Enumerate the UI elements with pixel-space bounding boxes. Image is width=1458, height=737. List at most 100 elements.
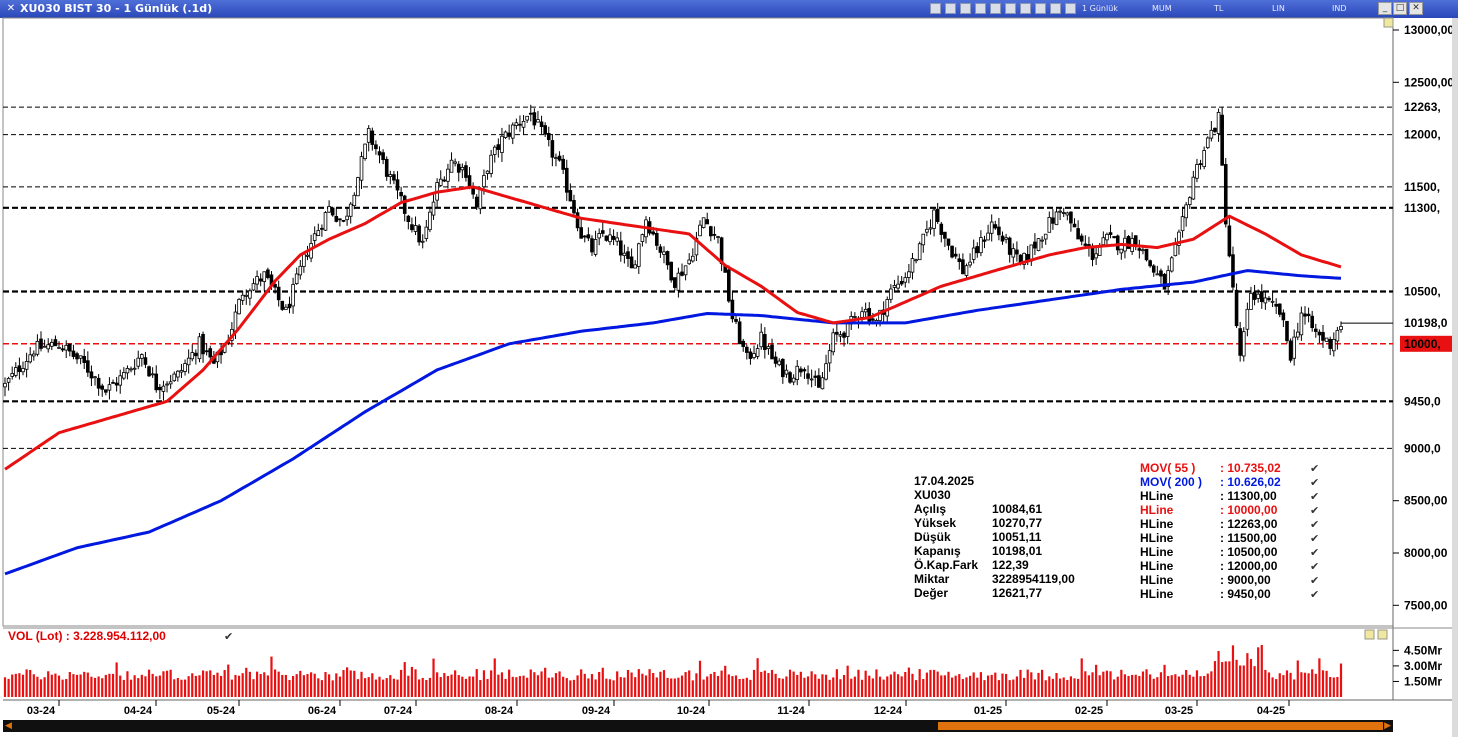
legend-check-icon[interactable]: ✔ bbox=[1310, 560, 1319, 573]
legend-check-icon[interactable]: ✔ bbox=[1310, 518, 1319, 531]
scroll-right-icon[interactable]: ▶ bbox=[1384, 721, 1391, 731]
volume-bar bbox=[1329, 676, 1332, 697]
volume-bar bbox=[576, 675, 579, 697]
volume-bar bbox=[724, 665, 727, 697]
volume-bar bbox=[1260, 644, 1263, 697]
toolbar-button[interactable] bbox=[1005, 3, 1016, 14]
toolbar-button[interactable] bbox=[1065, 3, 1076, 14]
candle-up bbox=[521, 121, 526, 128]
volume-bar bbox=[562, 676, 565, 697]
candle-up bbox=[352, 194, 357, 206]
volume-bar bbox=[594, 679, 597, 697]
candle-up bbox=[438, 178, 443, 186]
volume-bar bbox=[500, 672, 504, 697]
info-value: 10051,11 bbox=[992, 530, 1042, 544]
legend-check-icon[interactable]: ✔ bbox=[1310, 532, 1319, 545]
volume-bar bbox=[878, 676, 882, 697]
volume-bar bbox=[698, 660, 702, 697]
volume-bar bbox=[558, 671, 561, 697]
candle-up bbox=[608, 234, 612, 243]
toolbar-button[interactable] bbox=[990, 3, 1001, 14]
volume-bar bbox=[612, 680, 615, 697]
legend-check-icon[interactable]: ✔ bbox=[1310, 490, 1319, 503]
candle-up bbox=[1299, 312, 1304, 336]
volume-check-icon[interactable]: ✔ bbox=[224, 630, 233, 643]
volume-bar bbox=[1051, 678, 1055, 697]
volume-bar bbox=[810, 671, 813, 697]
scroll-thumb[interactable] bbox=[938, 722, 1383, 730]
volume-bar bbox=[1044, 680, 1047, 697]
scroll-left-icon[interactable]: ◀ bbox=[5, 721, 12, 731]
volume-bar bbox=[1048, 676, 1051, 697]
close-icon[interactable]: ✕ bbox=[6, 3, 16, 14]
candle-down bbox=[392, 174, 396, 181]
volume-bar bbox=[252, 679, 255, 697]
candle-down bbox=[1238, 328, 1242, 356]
maximize-button[interactable]: □ bbox=[1393, 2, 1407, 15]
candle-down bbox=[1227, 225, 1232, 257]
volume-bar bbox=[11, 674, 14, 697]
candle-up bbox=[503, 131, 508, 138]
volume-bar bbox=[774, 673, 777, 697]
volume-bar bbox=[331, 680, 334, 697]
candle-down bbox=[943, 231, 947, 239]
chart-type-selector[interactable]: MUM bbox=[1152, 4, 1172, 13]
volume-bar bbox=[1271, 677, 1274, 697]
volume-bar bbox=[637, 669, 640, 697]
window-close-button[interactable]: ✕ bbox=[1409, 2, 1423, 15]
volume-bar bbox=[209, 670, 212, 697]
vertical-scrollbar[interactable] bbox=[1452, 18, 1458, 737]
volume-bar bbox=[320, 680, 323, 697]
toolbar-button[interactable] bbox=[1050, 3, 1061, 14]
period-selector[interactable]: 1 Günlük bbox=[1082, 4, 1118, 13]
y-tick-label: 8000,00 bbox=[1404, 546, 1448, 560]
indicator-selector[interactable]: IND bbox=[1332, 4, 1347, 13]
candle-up bbox=[928, 227, 933, 230]
minimize-button[interactable]: _ bbox=[1378, 2, 1392, 15]
candle-up bbox=[820, 377, 825, 390]
volume-bar bbox=[731, 676, 734, 697]
volume-bar bbox=[490, 670, 493, 697]
candle-down bbox=[507, 132, 511, 137]
legend-check-icon[interactable]: ✔ bbox=[1310, 476, 1319, 489]
currency-selector[interactable]: TL bbox=[1214, 4, 1224, 13]
toolbar-button[interactable] bbox=[945, 3, 956, 14]
toolbar-button[interactable] bbox=[930, 3, 941, 14]
volume-close-icon[interactable] bbox=[1377, 629, 1388, 640]
candle-up bbox=[1169, 257, 1174, 272]
candle-down bbox=[654, 232, 659, 246]
legend-check-icon[interactable]: ✔ bbox=[1310, 588, 1319, 601]
panel-settings-icon[interactable] bbox=[1383, 17, 1394, 28]
time-scrollbar[interactable]: ◀ ▶ bbox=[3, 720, 1393, 732]
candle-up bbox=[809, 378, 814, 381]
candle-up bbox=[294, 273, 299, 284]
candle-up bbox=[878, 309, 882, 322]
candle-up bbox=[413, 225, 418, 232]
volume-bar bbox=[868, 675, 871, 697]
toolbar-button[interactable] bbox=[975, 3, 986, 14]
candle-up bbox=[914, 259, 918, 262]
volume-bar bbox=[227, 664, 230, 697]
candle-up bbox=[1295, 331, 1300, 338]
legend-check-icon[interactable]: ✔ bbox=[1310, 574, 1319, 587]
scale-selector[interactable]: LIN bbox=[1272, 4, 1285, 13]
legend-check-icon[interactable]: ✔ bbox=[1310, 504, 1319, 517]
candle-down bbox=[899, 280, 904, 285]
volume-bar bbox=[554, 673, 558, 697]
toolbar-button[interactable] bbox=[960, 3, 971, 14]
volume-bar bbox=[443, 673, 446, 697]
volume-settings-icon[interactable] bbox=[1364, 629, 1375, 640]
toolbar-button[interactable] bbox=[1020, 3, 1031, 14]
legend-check-icon[interactable]: ✔ bbox=[1310, 546, 1319, 559]
toolbar-button[interactable] bbox=[1035, 3, 1046, 14]
volume-bar bbox=[309, 672, 313, 697]
legend-value: : 12263,00 bbox=[1220, 517, 1278, 531]
candle-down bbox=[835, 331, 839, 335]
volume-bar bbox=[1239, 665, 1242, 697]
volume-bar bbox=[976, 677, 979, 697]
candle-down bbox=[1072, 223, 1077, 228]
volume-bar bbox=[119, 675, 122, 697]
legend-check-icon[interactable]: ✔ bbox=[1310, 462, 1319, 475]
y-tick-label: 13000,00 bbox=[1404, 23, 1454, 37]
candle-down bbox=[1313, 328, 1318, 332]
